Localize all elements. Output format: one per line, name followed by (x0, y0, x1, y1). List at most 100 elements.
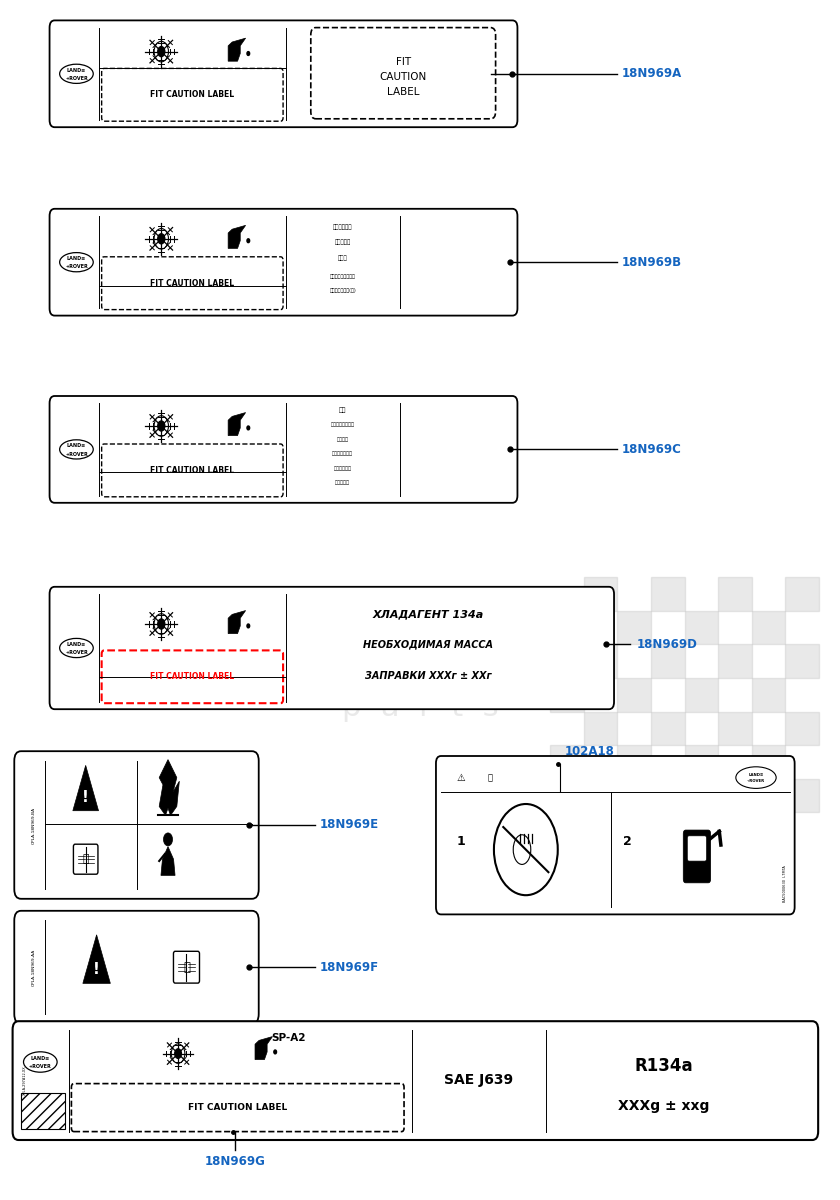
Text: ⚠: ⚠ (456, 773, 465, 782)
Text: 2: 2 (623, 835, 632, 847)
Bar (785, 779, 819, 812)
Bar (617, 745, 651, 779)
Text: ⛺: ⛺ (183, 961, 190, 973)
Text: バー・ジャパン(株): バー・ジャパン(株) (329, 288, 356, 293)
Polygon shape (83, 935, 110, 984)
Text: ÷ROVER: ÷ROVER (65, 76, 88, 82)
Circle shape (274, 1050, 276, 1054)
Polygon shape (228, 611, 245, 634)
FancyBboxPatch shape (102, 257, 283, 310)
Text: BAC5000630  L7MTA: BAC5000630 L7MTA (783, 865, 787, 902)
Text: XPLA-297A12-XX: XPLA-297A12-XX (23, 1066, 27, 1096)
Text: 禁止・冷媒: 禁止・冷媒 (334, 240, 351, 246)
Text: チャー・ランドロー: チャー・ランドロー (330, 274, 355, 278)
Text: LAND≡: LAND≡ (31, 1056, 50, 1061)
Text: LABEL: LABEL (387, 88, 419, 97)
Circle shape (158, 421, 165, 431)
FancyBboxPatch shape (73, 845, 98, 874)
FancyBboxPatch shape (687, 835, 706, 862)
Bar (651, 779, 685, 812)
Circle shape (247, 426, 249, 430)
Text: SAE J639: SAE J639 (444, 1073, 513, 1087)
Bar (651, 577, 685, 611)
Text: R134a: R134a (634, 1056, 693, 1075)
Circle shape (247, 624, 249, 628)
Circle shape (158, 234, 165, 244)
Text: 如有泄漏请以下: 如有泄漏请以下 (333, 451, 353, 456)
Polygon shape (73, 766, 98, 811)
Text: CAUTION: CAUTION (380, 72, 427, 82)
FancyBboxPatch shape (311, 28, 496, 119)
Text: 18N969G: 18N969G (205, 1156, 265, 1168)
Text: 18N969C: 18N969C (622, 443, 681, 456)
Text: 不在封闭空间: 不在封闭空间 (333, 466, 352, 470)
FancyBboxPatch shape (102, 650, 283, 703)
Bar (584, 712, 617, 745)
Text: ÷ROVER: ÷ROVER (65, 264, 88, 270)
Text: ⛺: ⛺ (82, 854, 89, 864)
FancyBboxPatch shape (436, 756, 795, 914)
Text: ÷ROVER: ÷ROVER (29, 1064, 52, 1069)
Text: CPLA-18N969-BA: CPLA-18N969-BA (32, 806, 35, 844)
Circle shape (158, 619, 165, 629)
Polygon shape (228, 38, 245, 61)
Circle shape (247, 239, 249, 242)
Bar (685, 678, 718, 712)
Circle shape (247, 52, 249, 55)
Text: 102A18: 102A18 (564, 745, 614, 757)
Text: LAND≡: LAND≡ (67, 67, 86, 73)
Text: FIT CAUTION LABEL: FIT CAUTION LABEL (150, 672, 234, 682)
Text: 18N969D: 18N969D (637, 638, 697, 650)
Bar (785, 577, 819, 611)
Text: FIT CAUTION LABEL: FIT CAUTION LABEL (150, 90, 234, 100)
FancyBboxPatch shape (13, 1021, 818, 1140)
Bar (584, 577, 617, 611)
Bar (785, 712, 819, 745)
FancyBboxPatch shape (50, 396, 517, 503)
Text: 回収処: 回収処 (338, 256, 348, 262)
Text: 18N969A: 18N969A (622, 67, 682, 80)
Polygon shape (228, 413, 245, 436)
Text: 1: 1 (456, 835, 465, 847)
Polygon shape (161, 847, 175, 876)
Bar (752, 812, 785, 846)
Text: ÷ROVER: ÷ROVER (65, 451, 88, 457)
Text: 18N969E: 18N969E (319, 818, 378, 832)
Polygon shape (255, 1037, 272, 1060)
FancyBboxPatch shape (50, 20, 517, 127)
Bar (550, 611, 584, 644)
Text: 空调制冷剂在室外: 空调制冷剂在室外 (331, 422, 354, 427)
FancyBboxPatch shape (173, 952, 200, 983)
FancyBboxPatch shape (50, 587, 614, 709)
Text: CPLA-18N969-AA: CPLA-18N969-AA (32, 948, 35, 986)
Text: LAND≡: LAND≡ (67, 256, 86, 262)
Text: FIT CAUTION LABEL: FIT CAUTION LABEL (188, 1103, 287, 1112)
Text: SP-A2: SP-A2 (271, 1033, 306, 1043)
Bar (617, 678, 651, 712)
Bar (685, 611, 718, 644)
Bar (550, 678, 584, 712)
Bar (550, 745, 584, 779)
Text: 冷媒大気放出: 冷媒大気放出 (333, 224, 353, 230)
Text: !: ! (82, 790, 89, 805)
Polygon shape (160, 760, 180, 816)
Circle shape (164, 833, 172, 846)
Text: FIT CAUTION LABEL: FIT CAUTION LABEL (150, 466, 234, 475)
Text: scuderia: scuderia (213, 595, 493, 653)
Bar (21, 1093, 65, 1129)
Text: 18N969F: 18N969F (319, 961, 378, 973)
Bar (617, 812, 651, 846)
Bar (685, 812, 718, 846)
Text: НЕОБХОДИМАЯ МАССА: НЕОБХОДИМАЯ МАССА (364, 640, 493, 649)
Text: LAND≡: LAND≡ (748, 773, 764, 778)
FancyBboxPatch shape (14, 751, 259, 899)
Text: LAND≡: LAND≡ (67, 642, 86, 647)
FancyBboxPatch shape (50, 209, 517, 316)
Bar (752, 611, 785, 644)
Bar (752, 745, 785, 779)
Text: ХЛАДАГЕНТ 134а: ХЛАДАГЕНТ 134а (373, 610, 484, 619)
Text: XXXg ± xxg: XXXg ± xxg (618, 1099, 709, 1114)
Bar (550, 812, 584, 846)
Bar (785, 644, 819, 678)
Text: 以力多向: 以力多向 (337, 437, 349, 442)
